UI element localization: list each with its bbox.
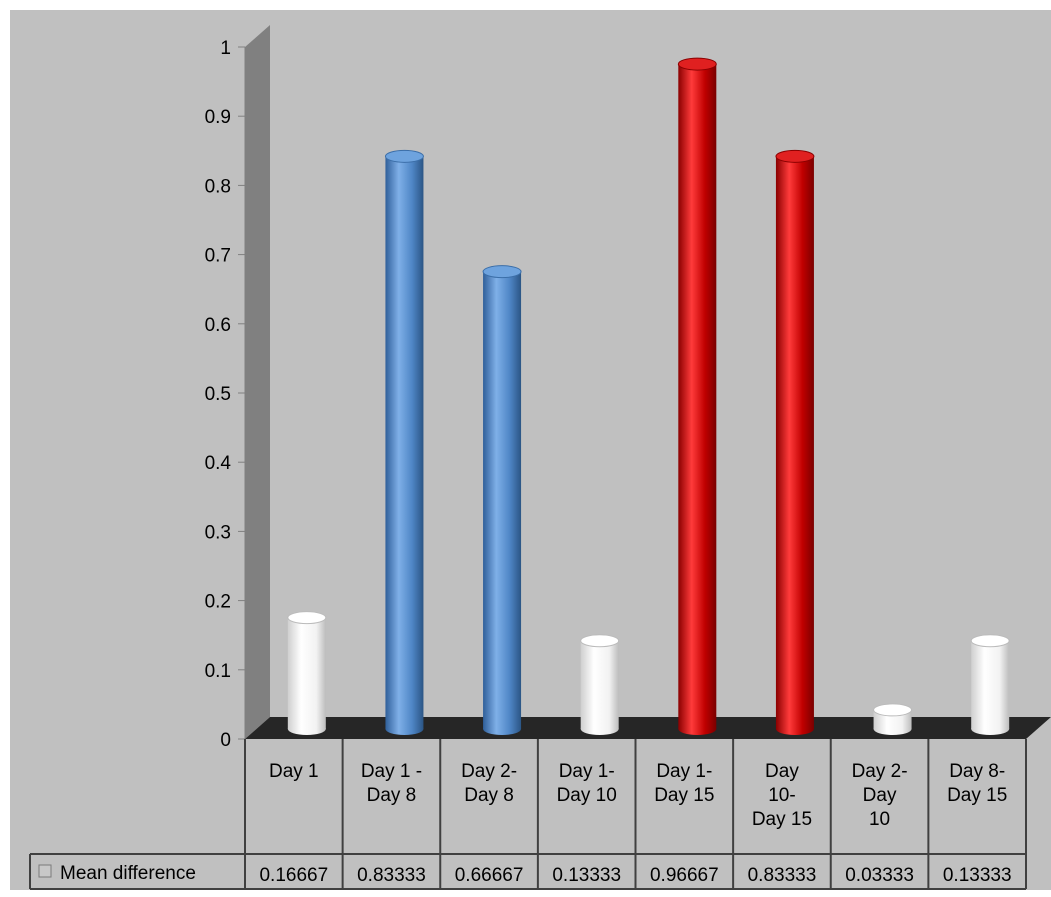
legend-series-name: Mean difference — [60, 863, 196, 884]
bar-top-cap — [677, 57, 717, 71]
y-tick-label: 0.4 — [205, 453, 232, 474]
bar — [677, 57, 717, 735]
data-value-label: 0.03333 — [845, 865, 914, 886]
bar-base — [483, 723, 522, 735]
bar-base — [873, 723, 912, 735]
data-value-label: 0.66667 — [455, 865, 524, 886]
bar-top-cap — [384, 149, 424, 163]
y-tick-label: 0.8 — [205, 176, 231, 197]
bar-body — [678, 64, 717, 730]
bar-base — [580, 723, 619, 735]
data-value-label: 0.83333 — [748, 865, 817, 886]
bar-base — [971, 723, 1010, 735]
y-tick-label: 0.5 — [205, 384, 231, 405]
bar-top-cap — [287, 611, 327, 625]
bar-top-cap — [775, 149, 815, 163]
data-value-label: 0.13333 — [943, 865, 1012, 886]
bar — [287, 611, 327, 735]
bar-base — [287, 723, 326, 735]
data-value-label: 0.13333 — [552, 865, 621, 886]
x-category-label: Day 2-Day 10 — [852, 761, 908, 830]
y-tick-label: 0.3 — [205, 522, 231, 543]
data-value-label: 0.16667 — [259, 865, 328, 886]
x-category-label: Day 1 -Day 8 — [361, 761, 422, 806]
bar-body — [580, 640, 619, 729]
bar-body — [483, 271, 522, 729]
bar-body — [971, 640, 1010, 729]
floor — [245, 717, 1051, 739]
y-tick-label: 0.1 — [205, 661, 231, 682]
side-wall — [245, 25, 270, 739]
bar — [580, 634, 620, 735]
bar — [775, 149, 815, 735]
bar-body — [287, 617, 326, 729]
y-tick-label: 0.7 — [205, 246, 231, 267]
data-value-label: 0.96667 — [650, 865, 719, 886]
bar-base — [385, 723, 424, 735]
y-tick-label: 0 — [220, 730, 231, 751]
y-tick-label: 1 — [220, 38, 231, 59]
bar-top-cap — [482, 265, 522, 279]
y-tick-label: 0.2 — [205, 592, 231, 613]
bar-top-cap — [580, 634, 620, 648]
legend-key-icon — [38, 864, 52, 878]
bar — [873, 703, 913, 735]
x-category-label: Day 10-Day 15 — [752, 761, 812, 830]
bar-base — [678, 723, 717, 735]
y-tick-label: 0.6 — [205, 315, 231, 336]
bar — [384, 149, 424, 735]
y-tick-label: 0.9 — [205, 107, 231, 128]
x-category-label: Day 1-Day 15 — [654, 761, 714, 806]
data-value-label: 0.83333 — [357, 865, 426, 886]
bar-body — [775, 156, 814, 730]
bar-body — [385, 156, 424, 730]
bar-top-cap — [873, 703, 913, 717]
x-category-label: Day 1 — [269, 761, 319, 782]
x-category-label: Day 2-Day 8 — [461, 761, 517, 806]
bar-base — [775, 723, 814, 735]
bar-top-cap — [970, 634, 1010, 648]
x-category-label: Day 1-Day 10 — [557, 761, 617, 806]
bar — [482, 265, 522, 735]
x-category-label: Day 8-Day 15 — [947, 761, 1007, 806]
bar — [970, 634, 1010, 735]
